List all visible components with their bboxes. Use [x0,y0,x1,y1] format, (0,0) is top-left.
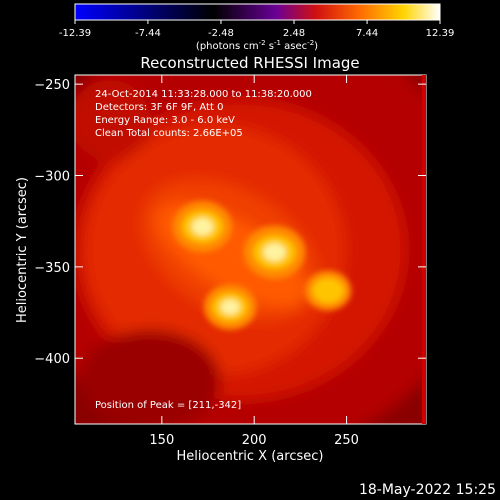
colorbar-tick-label: -7.44 [135,28,161,39]
footer-date: 18-May-2022 15:25 [359,482,496,498]
x-tick-label: 200 [242,433,267,448]
annotation-line: Clean Total counts: 2.66E+05 [95,128,243,139]
source-blob [203,284,257,330]
colorbar-ticks: -12.39 -7.44 -2.48 2.48 7.44 12.39 [59,20,454,39]
y-axis-label: Heliocentric Y (arcsec) [15,177,30,323]
colorbar [74,3,441,21]
colorbar-units: (photons cm-2 s-1 asec-2) [196,39,318,52]
y-tick-label: −250 [34,78,70,93]
colorbar-tick-label: -2.48 [208,28,234,39]
annotation-line: Detectors: 3F 6F 9F, Att 0 [95,102,223,113]
source-blob [304,270,352,311]
annotation-line: Energy Range: 3.0 - 6.0 keV [95,115,235,126]
source-blob [172,201,233,253]
chart-title: Reconstructed RHESSI Image [140,54,359,72]
source-blob [243,225,306,279]
x-axis-label: Heliocentric X (arcsec) [177,449,324,464]
colorbar-tick-label: 2.48 [283,28,305,39]
colorbar-tick-label: -12.39 [59,28,91,39]
heatmap-image [75,75,426,424]
x-tick-label: 150 [149,433,174,448]
annotation-line: 24-Oct-2014 11:33:28.000 to 11:38:20.000 [95,89,312,100]
x-tick-label: 250 [334,433,359,448]
y-tick-label: −350 [34,261,70,276]
peak-position-label: Position of Peak = [211,-342] [95,400,241,411]
annotation-block: 24-Oct-2014 11:33:28.000 to 11:38:20.000… [95,89,312,139]
y-tick-label: −400 [34,352,70,367]
colorbar-tick-label: 7.44 [356,28,378,39]
y-tick-label: −300 [34,169,70,184]
colorbar-tick-label: 12.39 [426,28,455,39]
